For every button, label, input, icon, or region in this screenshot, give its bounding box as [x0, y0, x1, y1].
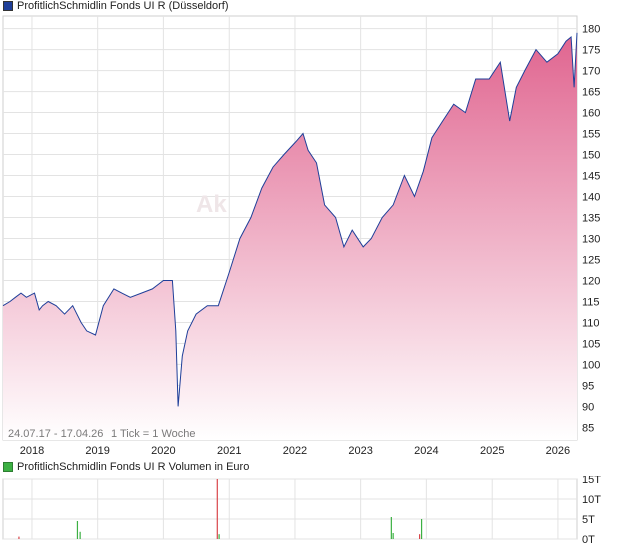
y-tick-label: 115	[582, 296, 600, 308]
price-chart: Ak 85 90 95 100 105 110 115 120 125 130 135 140 145 1…	[2, 15, 600, 457]
price-legend-label: ProfitlichSchmidlin Fonds UI R (Düsseldo…	[17, 0, 229, 12]
y-tick-label: 95	[582, 380, 594, 392]
price-legend-swatch	[3, 1, 13, 11]
y-tick-label: 160	[582, 108, 600, 120]
x-tick-label: 2019	[85, 445, 109, 457]
tick-label: 1 Tick = 1 Woche	[111, 428, 195, 440]
volume-bars	[18, 479, 423, 539]
volume-bar	[218, 534, 220, 539]
x-tick-label: 2023	[348, 445, 372, 457]
y-tick-label: 175	[582, 45, 600, 57]
volume-bar	[216, 479, 218, 539]
y-tick-label: 135	[582, 213, 600, 225]
volume-tick-label: 10T	[582, 494, 601, 506]
y-tick-label: 155	[582, 129, 600, 141]
volume-bar	[18, 536, 20, 539]
y-tick-label: 170	[582, 66, 600, 78]
y-tick-label: 100	[582, 359, 600, 371]
y-tick-label: 105	[582, 338, 600, 350]
y-tick-label: 90	[582, 401, 594, 413]
price-legend: ProfitlichSchmidlin Fonds UI R (Düsseldo…	[3, 0, 229, 12]
x-tick-label: 2022	[283, 445, 307, 457]
range-label: 24.07.17 - 17.04.26	[8, 428, 103, 440]
volume-bar	[390, 517, 392, 539]
volume-chart: 0T 5T 10T 15T	[2, 476, 601, 546]
x-tick-label: 2018	[20, 445, 44, 457]
y-tick-label: 140	[582, 192, 600, 204]
x-tick-label: 2020	[151, 445, 175, 457]
y-tick-label: 180	[582, 24, 600, 36]
volume-grid	[3, 478, 577, 540]
volume-legend: ProfitlichSchmidlin Fonds UI R Volumen i…	[3, 461, 249, 473]
volume-legend-label: ProfitlichSchmidlin Fonds UI R Volumen i…	[17, 461, 250, 473]
watermark: Ak	[196, 191, 227, 218]
volume-bar	[392, 533, 394, 539]
y-axis: 85 90 95 100 105 110 115 120 125 130 135 140 145 150 1…	[582, 24, 600, 435]
volume-bar	[420, 519, 423, 539]
x-tick-label: 2025	[480, 445, 504, 457]
y-tick-label: 165	[582, 87, 600, 99]
volume-bar	[419, 534, 421, 539]
volume-y-axis: 0T 5T 10T 15T	[582, 476, 601, 546]
volume-legend-swatch	[3, 462, 13, 472]
y-tick-label: 110	[582, 317, 600, 329]
x-tick-label: 2021	[217, 445, 241, 457]
y-tick-label: 145	[582, 171, 600, 183]
volume-tick-label: 15T	[582, 476, 601, 486]
volume-bar	[76, 521, 79, 539]
volume-bar	[79, 531, 81, 539]
volume-tick-label: 0T	[582, 534, 595, 546]
y-tick-label: 130	[582, 233, 600, 245]
price-line	[2, 32, 578, 407]
price-area	[3, 32, 577, 441]
volume-frame	[2, 478, 578, 540]
x-axis: 2018 2019 2020 2021 2022 2023 2024 2025 2026	[20, 445, 570, 457]
y-tick-label: 150	[582, 150, 600, 162]
x-tick-label: 2024	[414, 445, 438, 457]
y-tick-label: 120	[582, 275, 600, 287]
x-tick-label: 2026	[546, 445, 570, 457]
y-tick-label: 125	[582, 254, 600, 266]
volume-tick-label: 5T	[582, 514, 595, 526]
y-tick-label: 85	[582, 422, 594, 434]
